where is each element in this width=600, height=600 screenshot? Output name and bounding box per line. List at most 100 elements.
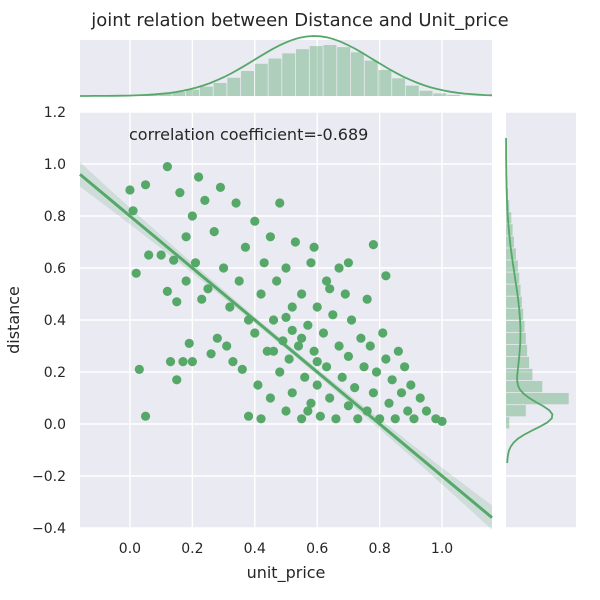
scatter-point — [234, 276, 244, 286]
right-histogram-bar — [506, 405, 526, 417]
top-histogram-bar — [282, 53, 296, 96]
x-tick-labels: 0.0 0.2 0.4 0.6 0.8 1.0 — [119, 541, 453, 557]
y-tick-label: 0.6 — [44, 261, 66, 277]
right-histogram-bar — [506, 308, 524, 320]
scatter-point — [215, 182, 226, 192]
top-histogram-bar — [295, 49, 309, 96]
scatter-point — [343, 351, 354, 361]
top-marginal-background — [80, 40, 492, 96]
y-tick-label: 0.8 — [44, 209, 66, 225]
scatter-point — [303, 320, 313, 330]
scatter-point — [290, 237, 300, 247]
scatter-point — [359, 362, 369, 372]
top-histogram-bar — [337, 47, 351, 96]
scatter-point — [325, 284, 335, 294]
scatter-point — [131, 268, 141, 278]
x-tick-label: 1.0 — [431, 541, 453, 557]
scatter-point — [275, 367, 285, 377]
scatter-point — [231, 198, 241, 208]
scatter-point — [265, 232, 275, 242]
scatter-point — [393, 346, 403, 356]
scatter-point — [187, 211, 197, 221]
right-marginal — [505, 111, 576, 529]
top-marginal-grid — [129, 40, 443, 96]
x-axis-label: unit_price — [247, 563, 326, 583]
scatter-point — [162, 162, 172, 172]
scatter-point — [312, 302, 322, 312]
y-tick-label: −0.2 — [32, 469, 66, 485]
scatter-point — [184, 338, 194, 348]
scatter-point — [384, 398, 394, 408]
y-tick-label: −0.4 — [32, 521, 66, 537]
chart-title: joint relation between Distance and Unit… — [90, 10, 509, 31]
scatter-point — [181, 232, 191, 242]
scatter-point — [346, 315, 357, 325]
top-kde-curve — [80, 35, 493, 97]
x-tick-label: 0.6 — [306, 541, 328, 557]
scatter-point — [318, 328, 329, 338]
y-tick-label: 0.4 — [44, 313, 66, 329]
scatter-point — [250, 216, 260, 226]
scatter-point — [396, 388, 407, 398]
right-histogram-bar — [506, 393, 569, 405]
scatter-point — [200, 195, 210, 205]
scatter-point — [400, 362, 410, 372]
scatter-point — [190, 258, 201, 268]
scatter-point — [321, 362, 332, 372]
scatter-points — [125, 162, 447, 426]
scatter-point — [365, 341, 375, 351]
scatter-point — [368, 240, 378, 250]
top-histogram-bar — [378, 70, 392, 96]
scatter-point — [306, 258, 316, 268]
scatter-point — [306, 398, 316, 408]
scatter-point — [237, 364, 247, 374]
scatter-point — [297, 414, 307, 424]
top-histogram-bar — [309, 46, 323, 96]
scatter-point — [125, 185, 135, 195]
scatter-point — [140, 180, 151, 190]
scatter-point — [337, 372, 347, 382]
scatter-point — [356, 333, 366, 343]
scatter-point — [321, 276, 332, 286]
scatter-point — [259, 258, 269, 268]
scatter-point — [409, 414, 419, 424]
scatter-point — [287, 302, 297, 312]
scatter-point — [437, 416, 447, 426]
scatter-point — [172, 375, 182, 385]
scatter-point — [303, 406, 313, 416]
scatter-point — [293, 341, 304, 351]
top-histogram-bar — [405, 85, 419, 96]
scatter-point — [225, 302, 235, 312]
scatter-point — [181, 276, 191, 286]
scatter-point — [353, 414, 363, 424]
scatter-point — [343, 258, 354, 268]
right-histogram-bar — [506, 320, 525, 332]
scatter-point — [312, 357, 322, 367]
scatter-point — [378, 328, 388, 338]
y-axis-label: distance — [4, 286, 23, 354]
scatter-point — [206, 349, 216, 359]
top-histogram-bar — [186, 89, 200, 96]
top-histogram-bar — [350, 52, 364, 96]
y-tick-label: 1.2 — [44, 105, 66, 121]
scatter-point — [381, 271, 391, 281]
scatter-point — [265, 393, 275, 403]
scatter-point — [268, 315, 279, 325]
scatter-point — [403, 406, 413, 416]
scatter-point — [218, 263, 229, 273]
scatter-point — [128, 206, 138, 216]
scatter-point — [297, 333, 307, 343]
scatter-point — [194, 172, 204, 182]
right-histogram-bar — [506, 344, 528, 357]
right-histogram-bar — [506, 284, 521, 296]
top-histogram — [117, 45, 460, 96]
scatter-point — [140, 411, 151, 421]
x-tick-label: 0.8 — [369, 541, 391, 557]
x-tick-label: 0.2 — [181, 541, 203, 557]
scatter-point — [165, 357, 176, 367]
scatter-point — [315, 411, 325, 421]
scatter-point — [328, 310, 338, 320]
right-histogram-bar — [506, 296, 522, 308]
scatter-point — [334, 341, 344, 351]
scatter-point — [228, 357, 238, 367]
